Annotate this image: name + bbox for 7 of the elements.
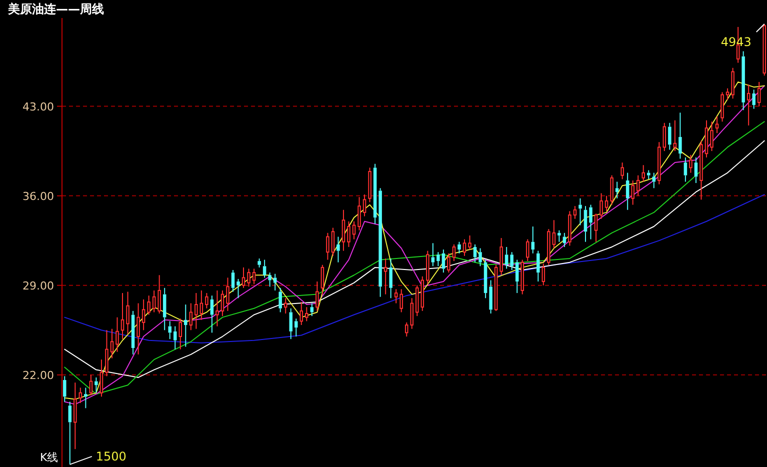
y-tick-label: 22.00 xyxy=(22,368,54,382)
y-tick-label: 29.00 xyxy=(22,279,54,292)
y-tick-label: 36.00 xyxy=(22,190,54,203)
y-tick-label: 43.00 xyxy=(22,100,54,114)
chart-title: 美原油连——周线 xyxy=(7,2,104,16)
annotation: 1500 xyxy=(96,449,126,464)
text: K线 xyxy=(40,451,58,464)
